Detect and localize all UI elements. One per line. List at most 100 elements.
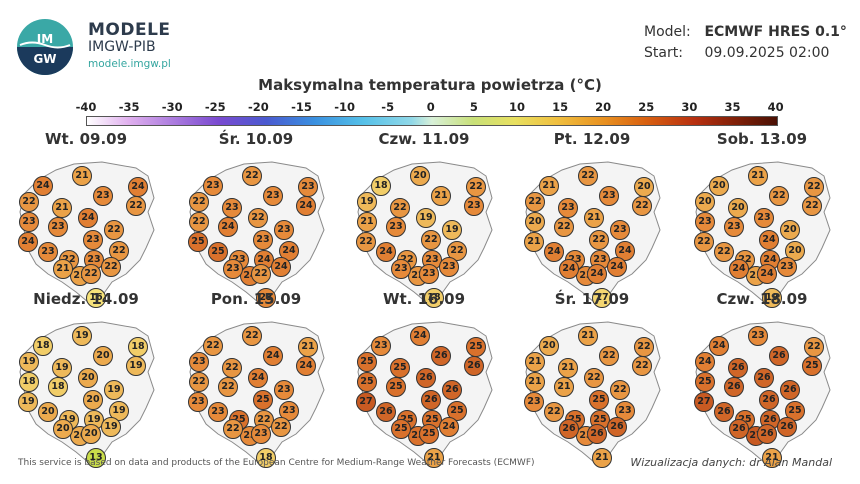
temperature-point: 19 (416, 208, 436, 228)
temperature-point: 24 (695, 352, 715, 372)
temperature-point: 21 (554, 377, 574, 397)
temperature-point: 24 (607, 257, 627, 277)
imgw-logo: IM GW (17, 19, 73, 75)
temperature-point: 22 (203, 336, 223, 356)
temperature-point: 26 (431, 346, 451, 366)
temperature-point: 21 (558, 358, 578, 378)
temperature-point: 22 (525, 192, 545, 212)
temperature-point: 23 (256, 288, 276, 308)
temperature-point: 21 (748, 166, 768, 186)
temperature-point: 25 (695, 372, 715, 392)
scale-label: 30 (681, 100, 698, 114)
temperature-point: 23 (748, 326, 768, 346)
temperature-point: 24 (296, 196, 316, 216)
temperature-point: 19 (18, 392, 38, 412)
scale-label: 25 (638, 100, 655, 114)
temperature-point: 22 (632, 356, 652, 376)
temperature-point: 21 (431, 186, 451, 206)
scale-label: -30 (161, 100, 183, 114)
scale-label: -20 (248, 100, 269, 114)
temperature-point: 22 (81, 264, 101, 284)
temperature-point: 21 (584, 208, 604, 228)
temperature-point: 20 (780, 220, 800, 240)
temperature-point: 22 (104, 220, 124, 240)
temperature-point: 23 (754, 208, 774, 228)
temperature-point: 26 (376, 402, 396, 422)
temperature-point: 24 (128, 177, 148, 197)
temperature-point: 20 (785, 241, 805, 261)
temperature-point: 18 (19, 372, 39, 392)
temperature-point: 24 (376, 242, 396, 262)
temperature-point: 21 (52, 198, 72, 218)
temperature-point: 22 (466, 177, 486, 197)
day-label: Pon. 15.09 (210, 290, 302, 308)
temperature-point: 26 (416, 368, 436, 388)
brand-subtitle: IMGW-PIB (88, 39, 156, 55)
temperature-point: 22 (802, 196, 822, 216)
temperature-point: 20 (78, 368, 98, 388)
temperature-point: 26 (442, 380, 462, 400)
temperature-point: 20 (38, 402, 58, 422)
temperature-point: 23 (391, 259, 411, 279)
temperature-point: 21 (592, 448, 612, 468)
temperature-point: 24 (18, 232, 38, 252)
temperature-point: 19 (442, 220, 462, 240)
scale-label: -10 (334, 100, 355, 114)
temperature-point: 26 (559, 419, 579, 439)
temperature-point: 21 (524, 232, 544, 252)
temperature-colorbar (86, 116, 778, 126)
scale-label: -40 (75, 100, 97, 114)
temperature-point: 24 (559, 259, 579, 279)
temperature-point: 18 (48, 377, 68, 397)
model-key: Model: (644, 24, 691, 40)
start-value: 09.09.2025 02:00 (704, 45, 830, 61)
temperature-point: 23 (208, 402, 228, 422)
forecast-map: 22 21 20 22 23 23 22 20 21 22 23 21 24 22 24 23 23 24 23 24… (520, 156, 670, 308)
temperature-point: 20 (525, 212, 545, 232)
scale-label: -25 (204, 100, 226, 114)
temperature-point: 23 (724, 217, 744, 237)
temperature-point: 24 (296, 356, 316, 376)
temperature-point: 22 (804, 177, 824, 197)
scale-label: -35 (118, 100, 140, 114)
temperature-point: 21 (424, 448, 444, 468)
temperature-point: 26 (769, 346, 789, 366)
temperature-point: 20 (81, 424, 101, 444)
temperature-point: 19 (104, 380, 124, 400)
temperature-point: 21 (72, 166, 92, 186)
temperature-point: 22 (634, 337, 654, 357)
temperature-point: 26 (587, 424, 607, 444)
temperature-point: 23 (203, 176, 223, 196)
temperature-point: 22 (632, 196, 652, 216)
temperature-point: 21 (525, 372, 545, 392)
brand-title: MODELE (88, 20, 171, 40)
scale-label: 35 (724, 100, 741, 114)
temperature-point: 25 (391, 419, 411, 439)
temperature-point: 18 (128, 337, 148, 357)
temperature-point: 20 (53, 419, 73, 439)
temperature-point: 26 (757, 424, 777, 444)
day-label: Wt. 16.09 (382, 290, 466, 308)
temperature-point: 20 (410, 166, 430, 186)
temperature-point: 23 (695, 212, 715, 232)
temperature-point: 23 (419, 264, 439, 284)
temperature-point: 22 (447, 241, 467, 261)
footer-attribution: This service is based on data and produc… (18, 458, 535, 468)
temperature-point: 22 (544, 402, 564, 422)
temperature-point: 22 (356, 232, 376, 252)
temperature-point: 24 (263, 346, 283, 366)
temperature-point: 25 (589, 390, 609, 410)
temperature-point: 19 (357, 192, 377, 212)
day-label: Niedz. 14.09 (33, 290, 139, 308)
temperature-point: 26 (607, 417, 627, 437)
brand-url[interactable]: modele.imgw.pl (88, 58, 171, 70)
day-label: Śr. 10.09 (218, 130, 294, 148)
temperature-point: 18 (33, 336, 53, 356)
temperature-point: 24 (544, 242, 564, 262)
temperature-point: 20 (728, 198, 748, 218)
temperature-point: 23 (222, 198, 242, 218)
forecast-map: 23 24 22 24 26 26 25 25 26 26 26 27 26 26 25 25 26 26 27 26… (690, 316, 840, 468)
temperature-point: 23 (93, 186, 113, 206)
temperature-point: 19 (101, 417, 121, 437)
temperature-point: 19 (19, 352, 39, 372)
